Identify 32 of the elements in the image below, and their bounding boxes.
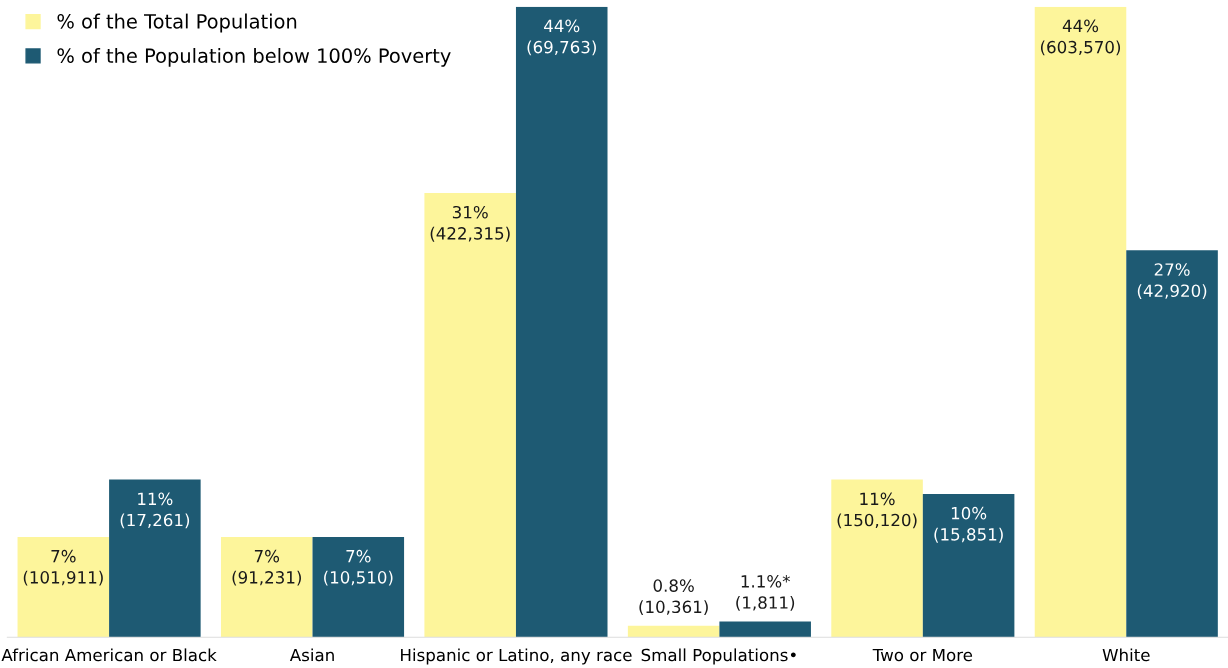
- bar: [922, 493, 1015, 638]
- data-label: 1.1%* (1,811): [736, 575, 795, 611]
- bar: [312, 536, 405, 638]
- x-tick-label: African American or Black: [1, 648, 217, 662]
- x-tick-label: Asian: [289, 648, 334, 662]
- legend-label: % of the Total Population: [57, 13, 297, 33]
- x-tick-label: Two or More: [872, 648, 973, 662]
- data-label: 27% (42,920): [1137, 263, 1207, 299]
- data-label: 11% (150,120): [837, 492, 917, 529]
- data-label: 44% (69,763): [527, 19, 596, 56]
- legend-label: % of the Population below 100% Poverty: [57, 47, 451, 67]
- data-label: 44% (603,570): [1040, 19, 1121, 56]
- data-label: 7% (101,911): [23, 549, 103, 586]
- bar: [719, 621, 811, 638]
- bar: [1126, 250, 1218, 638]
- data-label: 0.8% (10,361): [639, 579, 708, 616]
- bar: [1034, 6, 1127, 638]
- bar: [17, 536, 110, 638]
- data-label: 31% (422,315): [430, 205, 510, 242]
- bar: [220, 536, 313, 638]
- x-tick-label: Small Populations•: [641, 648, 796, 665]
- bar: [831, 479, 923, 638]
- bar: [627, 625, 720, 638]
- data-label: 7% (10,510): [324, 549, 393, 586]
- data-label: 11% (17,261): [120, 492, 190, 529]
- data-label: 7% (91,231): [232, 549, 301, 586]
- bar: [515, 6, 608, 638]
- data-label: 10% (15,851): [934, 506, 1003, 543]
- x-tick-label: White: [1102, 648, 1150, 662]
- bar: [424, 192, 516, 638]
- x-tick-label: Hispanic or Latino, any race: [401, 648, 632, 665]
- bar: [109, 479, 201, 638]
